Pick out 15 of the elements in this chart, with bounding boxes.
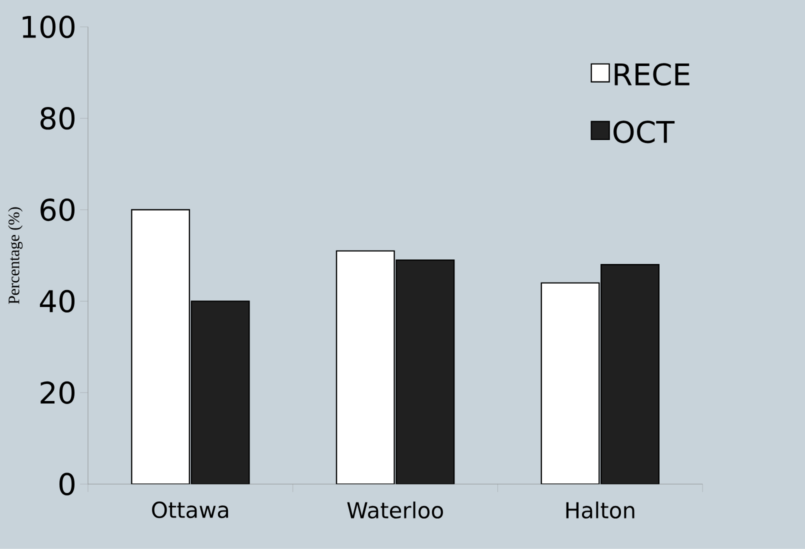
x-tick-label: Halton <box>566 502 634 519</box>
x-tick-label: Waterloo <box>347 502 443 519</box>
bar <box>600 264 660 484</box>
y-tick-label: 100 <box>22 16 75 38</box>
y-tick-label: 80 <box>40 107 75 130</box>
y-tick-label: 40 <box>40 290 75 313</box>
y-axis-title: Percentage (%) <box>8 207 23 304</box>
y-tick-label: 0 <box>59 472 75 496</box>
bar <box>190 300 250 484</box>
legend-label: OCT <box>614 120 675 144</box>
legend-label: RECE <box>614 63 690 86</box>
y-tick-label: 60 <box>40 198 75 222</box>
x-tick-label: Ottawa <box>152 502 228 518</box>
y-tick-label: 20 <box>40 381 75 404</box>
bar <box>396 260 455 484</box>
